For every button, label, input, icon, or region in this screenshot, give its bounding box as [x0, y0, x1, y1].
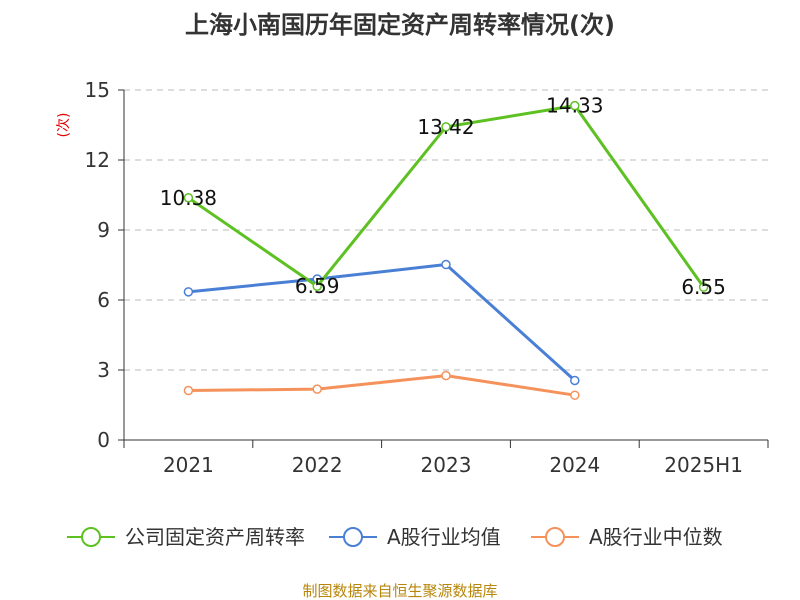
data-point [570, 390, 580, 400]
y-axis-unit-label: (次) [56, 113, 72, 138]
y-axis-ticks: 0 3 6 9 12 15 [85, 78, 124, 452]
data-labels: 10.38 6.59 13.42 14.33 6.55 [160, 94, 726, 300]
source-note: 制图数据来自恒生聚源数据库 [302, 582, 497, 600]
axes [123, 90, 768, 441]
y-tick-label: 15 [85, 78, 110, 102]
legend: 公司固定资产周转率 A股行业均值 A股行业中位数 [67, 525, 723, 549]
data-label: 6.55 [681, 275, 726, 299]
series-layer [183, 100, 709, 400]
legend-marker [545, 527, 565, 547]
legend-label: 公司固定资产周转率 [125, 525, 305, 549]
y-tick-label: 12 [85, 148, 110, 172]
legend-marker [343, 527, 363, 547]
series-line-3 [188, 374, 576, 397]
data-point [183, 385, 194, 396]
x-tick-label: 2021 [163, 453, 214, 477]
series-line-2 [188, 263, 576, 382]
y-tick-label: 9 [97, 218, 110, 242]
data-point [698, 282, 709, 292]
y-tick-label: 0 [97, 428, 110, 452]
data-point [570, 375, 580, 386]
x-tick-label: 2023 [421, 453, 472, 477]
y-tick-label: 3 [97, 358, 110, 382]
x-tick-label: 2024 [549, 453, 600, 477]
legend-label: A股行业中位数 [589, 525, 723, 549]
grid-lines [124, 89, 768, 371]
data-point [183, 287, 194, 297]
data-label: 10.38 [160, 186, 217, 210]
x-tick-label: 2025H1 [664, 453, 743, 477]
data-point [312, 384, 322, 394]
x-tick-label: 2022 [292, 453, 343, 477]
data-label: 14.33 [546, 94, 603, 118]
chart-title: 上海小南国历年固定资产周转率情况(次) [185, 11, 615, 39]
x-axis-ticks: 2021 2022 2023 2024 2025H1 [123, 440, 769, 477]
data-point [441, 259, 451, 270]
data-point [441, 122, 451, 132]
legend-item-1: 公司固定资产周转率 [67, 525, 305, 549]
legend-item-2: A股行业均值 [329, 525, 501, 549]
legend-marker [81, 527, 101, 547]
data-point [183, 193, 194, 203]
data-point [441, 370, 451, 381]
data-label: 6.59 [295, 274, 340, 298]
data-point [312, 281, 322, 291]
data-label: 13.42 [417, 115, 474, 139]
legend-item-3: A股行业中位数 [531, 525, 723, 549]
data-point [570, 100, 580, 111]
legend-label: A股行业均值 [387, 525, 501, 549]
y-tick-label: 6 [97, 288, 110, 312]
